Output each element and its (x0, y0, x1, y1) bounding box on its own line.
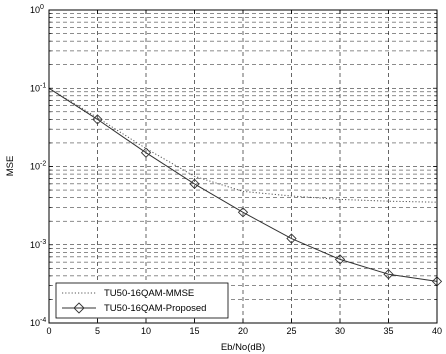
legend: TU50-16QAM-MMSE TU50-16QAM-Proposed (55, 282, 229, 319)
y-tick-label: 10-3 (30, 239, 46, 250)
x-tick-label: 20 (238, 326, 248, 336)
series-line-1 (48, 87, 438, 282)
y-tick-label: 10-1 (30, 82, 46, 93)
grid (49, 10, 437, 323)
legend-label-mmse: TU50-16QAM-MMSE (104, 288, 194, 299)
data-point-marker (286, 233, 297, 244)
x-tick-label: 10 (141, 326, 151, 336)
x-tick-label: 0 (46, 326, 51, 336)
ticks: 0 5 10 15 20 25 30 35 40 100 10-1 10-2 10-3 10-4 (30, 4, 442, 336)
series-layer (48, 87, 443, 287)
y-tick-label: 10-2 (30, 161, 46, 172)
y-axis-label: MSE (5, 156, 16, 177)
data-point-marker (189, 178, 200, 189)
data-point-marker (334, 254, 346, 265)
x-tick-label: 15 (189, 326, 199, 336)
y-tick-label: 10-4 (30, 317, 46, 328)
x-axis-label: Eb/No(dB) (221, 342, 265, 353)
legend-label-proposed: TU50-16QAM-Proposed (104, 303, 206, 314)
y-tick-label: 100 (30, 4, 44, 15)
x-tick-label: 25 (286, 326, 296, 336)
x-tick-label: 30 (335, 326, 345, 336)
data-point-marker (140, 147, 152, 158)
x-tick-label: 5 (95, 326, 100, 336)
x-tick-label: 40 (432, 326, 442, 336)
data-point-marker (237, 207, 249, 218)
data-point-marker (383, 269, 394, 280)
legend-marker-proposed (73, 302, 85, 314)
data-point-marker (92, 114, 103, 125)
series-line-0 (48, 87, 438, 203)
x-tick-label: 35 (383, 326, 393, 336)
legend-box (55, 282, 229, 319)
